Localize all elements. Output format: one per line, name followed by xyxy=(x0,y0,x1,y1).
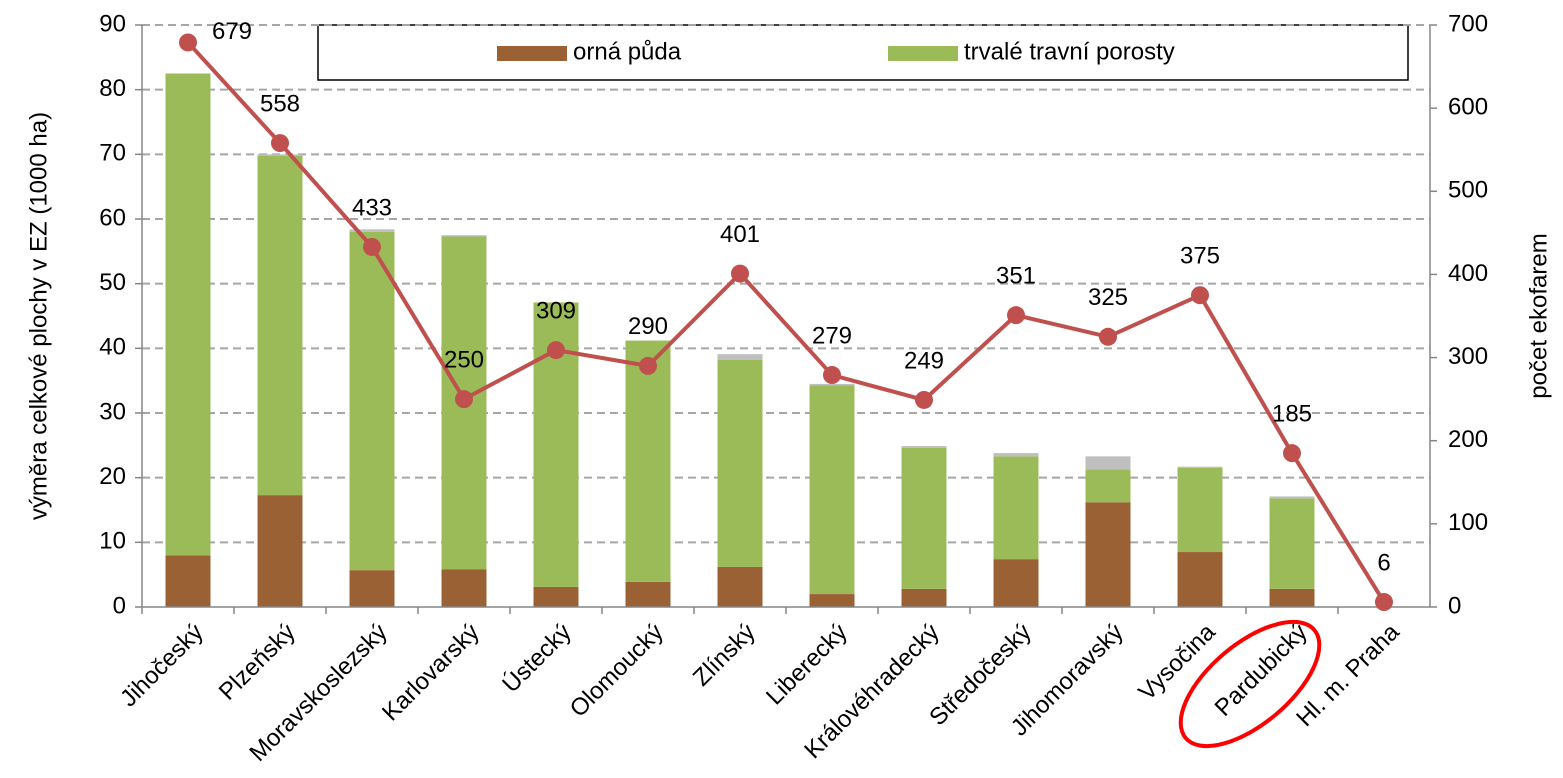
line-point xyxy=(547,341,565,360)
x-tick-label: Jihočeský xyxy=(115,619,209,713)
data-label: 351 xyxy=(996,263,1036,290)
bar-segment xyxy=(1085,469,1131,503)
line-point xyxy=(731,264,749,283)
line-point xyxy=(915,390,933,409)
line-point xyxy=(1007,306,1025,325)
y2-tick-label: 600 xyxy=(1448,93,1488,120)
data-label: 249 xyxy=(904,347,944,374)
line xyxy=(186,41,1386,604)
bar-segment xyxy=(993,453,1039,457)
bar-segment xyxy=(349,229,395,232)
line-point xyxy=(1375,593,1393,612)
bar-segment xyxy=(901,447,947,589)
legend-swatch xyxy=(497,46,567,61)
highlight-ellipse xyxy=(1178,619,1322,749)
bar-segment xyxy=(257,495,303,607)
bar-segment xyxy=(441,235,487,237)
bar-segment xyxy=(717,354,763,360)
bar-segment xyxy=(441,569,487,607)
line-point xyxy=(639,356,657,375)
bar-segment xyxy=(257,155,303,496)
x-tick-label: Liberecký xyxy=(761,619,853,711)
bar-segment xyxy=(165,73,211,556)
data-label: 185 xyxy=(1272,401,1312,428)
y-tick-label: 80 xyxy=(99,75,126,102)
bar-segment xyxy=(1177,466,1223,468)
bar-segment xyxy=(1269,496,1315,499)
data-label: 279 xyxy=(812,322,852,349)
bar-segment xyxy=(809,383,855,386)
bar-segment xyxy=(1269,588,1315,607)
data-label: 325 xyxy=(1088,284,1128,311)
x-tick-label: Vysočina xyxy=(1133,618,1221,706)
y2-tick-label: 400 xyxy=(1448,260,1488,287)
x-tick-label: Plzeňský xyxy=(214,619,301,706)
line-point xyxy=(363,237,381,256)
bar-segment xyxy=(717,359,763,567)
bar-segment xyxy=(257,154,303,156)
y2-tick-label: 100 xyxy=(1448,509,1488,536)
bar-segment xyxy=(1269,498,1315,589)
line-point xyxy=(1191,286,1209,305)
bar-segment xyxy=(533,586,579,607)
y-tick-label: 60 xyxy=(99,204,126,231)
line-point xyxy=(823,366,841,385)
y2-axis-label: počet ekofarem xyxy=(1525,233,1552,398)
line-point xyxy=(271,134,289,153)
data-label: 401 xyxy=(720,221,760,248)
data-label: 6 xyxy=(1377,549,1390,576)
bar-segment xyxy=(993,559,1039,607)
bar-segment xyxy=(625,340,671,582)
line-point xyxy=(1283,444,1301,463)
data-label: 309 xyxy=(536,297,576,324)
x-tick-label: Olomoucký xyxy=(565,619,669,723)
bar-segment xyxy=(1177,467,1223,553)
y2-tick-label: 200 xyxy=(1448,426,1488,453)
bar-segment xyxy=(809,385,855,595)
line-point xyxy=(179,33,197,52)
y-tick-label: 40 xyxy=(99,334,126,361)
bar-segment xyxy=(1085,456,1131,470)
legend-swatch xyxy=(888,46,958,61)
line-point xyxy=(455,390,473,409)
x-tick-label: Ústecký xyxy=(497,619,576,698)
bar-segment xyxy=(625,581,671,607)
bar-segment xyxy=(717,566,763,607)
bar-segment xyxy=(809,594,855,607)
data-label: 558 xyxy=(260,90,300,117)
legend-label: trvalé travní porosty xyxy=(964,38,1175,65)
bar-segment xyxy=(349,570,395,607)
y-tick-label: 0 xyxy=(113,592,126,619)
y-tick-label: 10 xyxy=(99,528,126,555)
y-tick-label: 50 xyxy=(99,269,126,296)
x-tick-label: Zlínský xyxy=(688,619,761,692)
legend-label: orná půda xyxy=(573,38,682,65)
y2-tick-label: 300 xyxy=(1448,343,1488,370)
bar-segment xyxy=(349,231,395,571)
y-axis-label: výměra celkové plochy v EZ (1000 ha) xyxy=(25,112,52,520)
y-tick-label: 30 xyxy=(99,398,126,425)
data-label: 290 xyxy=(628,313,668,340)
y2-tick-label: 700 xyxy=(1448,10,1488,37)
bar-segment xyxy=(1085,502,1131,607)
data-label: 679 xyxy=(212,18,252,45)
bar-segment xyxy=(1177,552,1223,607)
data-label: 433 xyxy=(352,194,392,221)
bar-segment xyxy=(901,588,947,607)
y-tick-label: 70 xyxy=(99,140,126,167)
data-label: 375 xyxy=(1180,243,1220,270)
data-label: 250 xyxy=(444,346,484,373)
bar-segment xyxy=(165,555,211,607)
y2-tick-label: 0 xyxy=(1448,592,1461,619)
bar-segment xyxy=(993,456,1039,560)
y-tick-label: 20 xyxy=(99,463,126,490)
legend-box xyxy=(317,24,1409,81)
bar-segment xyxy=(901,445,947,448)
y2-tick-label: 500 xyxy=(1448,177,1488,204)
y-tick-label: 90 xyxy=(99,10,126,37)
line-point xyxy=(1099,327,1117,346)
x-tick-label: Karlovarský xyxy=(377,619,485,727)
